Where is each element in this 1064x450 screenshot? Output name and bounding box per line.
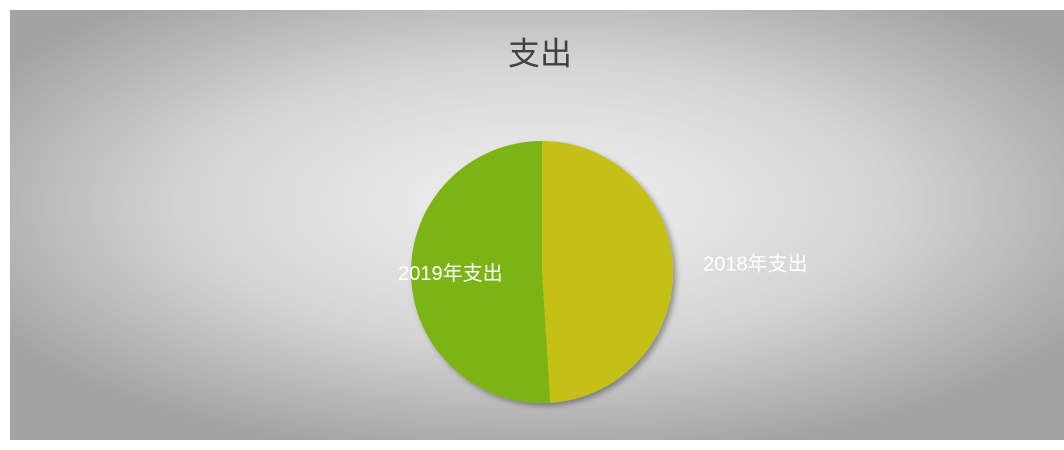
chart-title: 支出 bbox=[508, 35, 572, 71]
slice-label: 2019年支出 bbox=[398, 262, 503, 285]
pie-slice bbox=[411, 141, 551, 403]
slice-label: 2018年支出 bbox=[703, 253, 808, 276]
pie-slice bbox=[542, 141, 674, 403]
pie bbox=[411, 141, 674, 403]
